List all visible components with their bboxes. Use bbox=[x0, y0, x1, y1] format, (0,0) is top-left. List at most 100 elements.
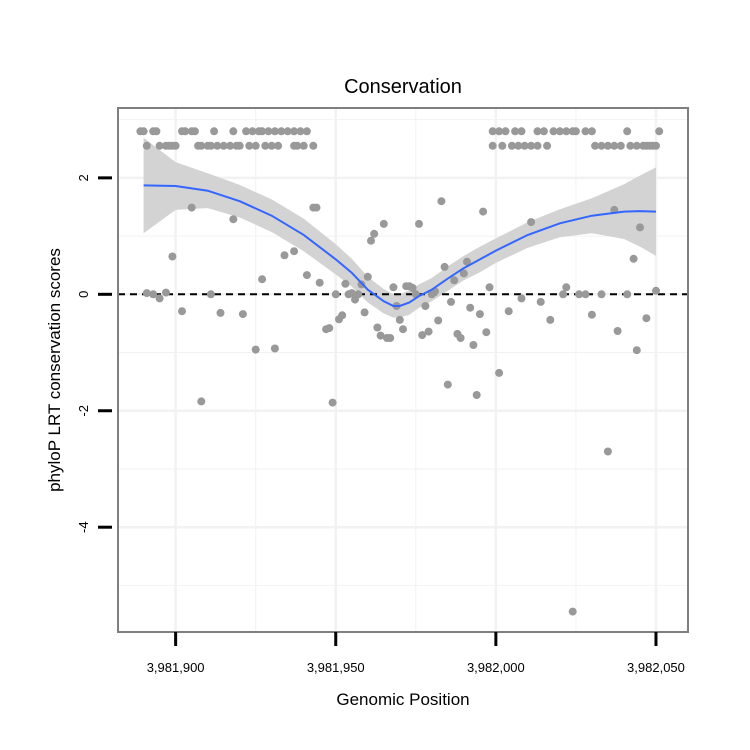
data-point bbox=[546, 315, 555, 324]
data-point bbox=[591, 141, 600, 150]
data-point bbox=[475, 310, 484, 319]
data-point bbox=[466, 303, 475, 312]
data-point bbox=[302, 127, 311, 136]
data-point bbox=[296, 127, 305, 136]
data-point bbox=[376, 331, 385, 340]
data-point bbox=[629, 254, 638, 263]
y-axis: 2 0 -2 -4 bbox=[76, 174, 112, 533]
data-point bbox=[597, 141, 606, 150]
data-point bbox=[293, 141, 302, 150]
data-point bbox=[450, 276, 459, 285]
data-point bbox=[216, 308, 225, 317]
data-point bbox=[338, 311, 347, 320]
y-tick-label: 0 bbox=[76, 291, 91, 298]
data-point bbox=[613, 327, 622, 335]
data-point bbox=[229, 215, 238, 224]
data-point bbox=[498, 141, 507, 150]
y-tick-label: -2 bbox=[76, 405, 91, 417]
data-point bbox=[520, 141, 529, 150]
data-point bbox=[197, 141, 206, 150]
data-point bbox=[370, 229, 379, 238]
data-point bbox=[587, 127, 596, 136]
data-point bbox=[472, 391, 481, 399]
data-point bbox=[248, 127, 257, 136]
data-point bbox=[623, 290, 632, 299]
data-point bbox=[626, 141, 635, 150]
data-point bbox=[379, 219, 388, 228]
data-point bbox=[264, 127, 273, 136]
data-point bbox=[581, 290, 590, 299]
data-point bbox=[210, 127, 219, 136]
data-point bbox=[527, 218, 536, 227]
data-point bbox=[270, 127, 279, 136]
data-point bbox=[178, 307, 186, 316]
panel-border bbox=[117, 107, 689, 633]
data-point bbox=[549, 127, 558, 136]
x-axis: 3,981,900 3,981,950 3,982,000 3,982,050 bbox=[147, 632, 685, 675]
data-point bbox=[226, 141, 235, 150]
data-point bbox=[168, 252, 177, 261]
data-point bbox=[459, 269, 468, 278]
data-point bbox=[280, 251, 289, 260]
data-point bbox=[514, 141, 523, 150]
data-point bbox=[415, 219, 423, 228]
data-point bbox=[507, 141, 516, 150]
data-point bbox=[527, 141, 536, 150]
data-point bbox=[495, 127, 504, 136]
data-point bbox=[238, 310, 247, 319]
data-point bbox=[652, 286, 660, 295]
data-point bbox=[495, 368, 504, 377]
data-point bbox=[399, 325, 407, 334]
data-point bbox=[562, 283, 571, 292]
data-point bbox=[251, 345, 260, 354]
data-point bbox=[363, 272, 372, 281]
data-point bbox=[533, 127, 542, 136]
data-point bbox=[517, 294, 526, 303]
data-point bbox=[562, 127, 571, 136]
data-point bbox=[421, 302, 430, 310]
x-tick-label: 3,981,950 bbox=[307, 660, 365, 675]
data-point bbox=[299, 141, 308, 150]
data-point bbox=[504, 307, 513, 316]
y-tick-label: 2 bbox=[76, 174, 91, 181]
data-point bbox=[501, 127, 510, 136]
y-tick-label: -4 bbox=[76, 521, 91, 533]
data-point bbox=[482, 328, 491, 337]
data-point bbox=[437, 197, 446, 206]
data-point bbox=[277, 127, 286, 136]
data-point bbox=[290, 127, 299, 136]
data-point bbox=[485, 283, 494, 292]
data-point bbox=[511, 127, 520, 136]
data-point bbox=[581, 127, 590, 136]
data-point bbox=[155, 141, 164, 150]
data-point bbox=[536, 297, 545, 306]
data-point bbox=[258, 127, 267, 136]
data-point bbox=[652, 141, 660, 150]
data-point bbox=[251, 141, 260, 150]
data-point bbox=[539, 127, 548, 136]
data-point bbox=[245, 141, 254, 150]
data-point bbox=[587, 310, 596, 319]
data-point bbox=[242, 127, 251, 136]
x-tick-label: 3,981,900 bbox=[147, 660, 205, 675]
data-point bbox=[149, 290, 158, 299]
data-point bbox=[434, 316, 443, 325]
data-point bbox=[571, 127, 580, 136]
data-point bbox=[610, 141, 619, 150]
data-point bbox=[479, 207, 488, 216]
data-point bbox=[469, 341, 478, 349]
data-point bbox=[152, 127, 161, 136]
data-point bbox=[290, 247, 299, 256]
data-point bbox=[190, 127, 199, 136]
data-point bbox=[533, 141, 542, 150]
y-axis-label: phyloP LRT conservation scores bbox=[45, 248, 64, 492]
data-point bbox=[543, 141, 552, 150]
data-point bbox=[597, 290, 606, 299]
data-point bbox=[616, 141, 625, 150]
data-point bbox=[155, 294, 164, 303]
data-point bbox=[463, 257, 471, 266]
data-point bbox=[206, 290, 215, 299]
data-point bbox=[447, 297, 455, 306]
data-point bbox=[181, 127, 190, 136]
